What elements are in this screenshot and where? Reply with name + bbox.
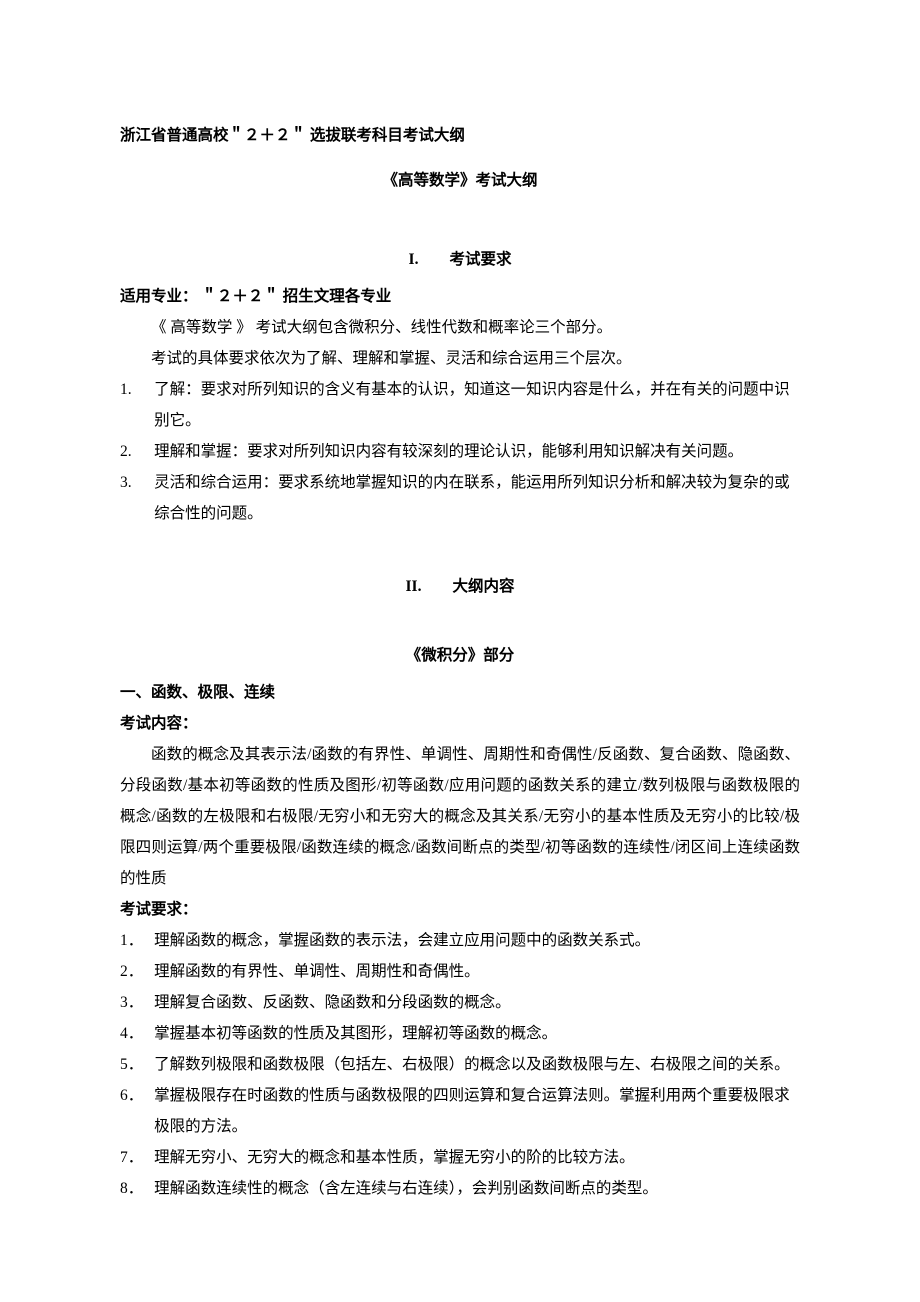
- item-text: 掌握极限存在时函数的性质与函数极限的四则运算和复合运算法则。掌握利用两个重要极限…: [154, 1080, 800, 1142]
- list-item: 3. 灵活和综合运用：要求系统地掌握知识的内在联系，能运用所列知识分析和解决较为…: [120, 467, 800, 529]
- item-number: 6．: [120, 1080, 154, 1142]
- item-number: 1.: [120, 374, 154, 436]
- item-text: 理解函数的有界性、单调性、周期性和奇偶性。: [154, 956, 800, 987]
- list-item: 7． 理解无穷小、无穷大的概念和基本性质，掌握无穷小的阶的比较方法。: [120, 1142, 800, 1173]
- item-number: 7．: [120, 1142, 154, 1173]
- doc-title: 浙江省普通高校＂２＋２＂ 选拔联考科目考试大纲: [120, 120, 800, 151]
- item-number: 2.: [120, 436, 154, 467]
- list-item: 1. 了解：要求对所列知识的含义有基本的认识，知道这一知识内容是什么，并在有关的…: [120, 374, 800, 436]
- item-text: 掌握基本初等函数的性质及其图形，理解初等函数的概念。: [154, 1018, 800, 1049]
- item-text: 理解复合函数、反函数、隐函数和分段函数的概念。: [154, 987, 800, 1018]
- item-text: 了解：要求对所列知识的含义有基本的认识，知道这一知识内容是什么，并在有关的问题中…: [154, 374, 800, 436]
- list-item: 2. 理解和掌握：要求对所列知识内容有较深刻的理论认识，能够利用知识解决有关问题…: [120, 436, 800, 467]
- list-item: 3． 理解复合函数、反函数、隐函数和分段函数的概念。: [120, 987, 800, 1018]
- part-title: 《微积分》部分: [120, 640, 800, 671]
- list-item: 2． 理解函数的有界性、单调性、周期性和奇偶性。: [120, 956, 800, 987]
- topic-heading: 一、函数、极限、连续: [120, 677, 800, 708]
- item-number: 5．: [120, 1049, 154, 1080]
- spacer: [120, 202, 800, 220]
- item-number: 2．: [120, 956, 154, 987]
- list-item: 5． 了解数列极限和函数极限（包括左、右极限）的概念以及函数极限与左、右极限之间…: [120, 1049, 800, 1080]
- requirements-label: 考试要求：: [120, 894, 800, 925]
- list-item: 4． 掌握基本初等函数的性质及其图形，理解初等函数的概念。: [120, 1018, 800, 1049]
- section-2-label: 大纲内容: [452, 578, 514, 595]
- section-2-roman: II.: [406, 578, 422, 595]
- section-2-heading: II. 大纲内容: [120, 571, 800, 602]
- item-text: 理解和掌握：要求对所列知识内容有较深刻的理论认识，能够利用知识解决有关问题。: [154, 436, 800, 467]
- item-text: 理解函数的概念，掌握函数的表示法，会建立应用问题中的函数关系式。: [154, 925, 800, 956]
- level-list: 1. 了解：要求对所列知识的含义有基本的认识，知道这一知识内容是什么，并在有关的…: [120, 374, 800, 529]
- item-number: 3．: [120, 987, 154, 1018]
- intro-line-1: 《 高等数学 》 考试大纲包含微积分、线性代数和概率论三个部分。: [120, 312, 800, 343]
- item-text: 灵活和综合运用：要求系统地掌握知识的内在联系，能运用所列知识分析和解决较为复杂的…: [154, 467, 800, 529]
- list-item: 8． 理解函数连续性的概念（含左连续与右连续），会判别函数间断点的类型。: [120, 1173, 800, 1204]
- applicable-major: 适用专业： ＂２＋２＂ 招生文理各专业: [120, 281, 800, 312]
- section-1-heading: I. 考试要求: [120, 244, 800, 275]
- item-text: 理解无穷小、无穷大的概念和基本性质，掌握无穷小的阶的比较方法。: [154, 1142, 800, 1173]
- subject-title: 《高等数学》考试大纲: [120, 165, 800, 196]
- document-page: 浙江省普通高校＂２＋２＂ 选拔联考科目考试大纲 《高等数学》考试大纲 I. 考试要…: [0, 0, 920, 1302]
- spacer: [120, 608, 800, 626]
- item-text: 了解数列极限和函数极限（包括左、右极限）的概念以及函数极限与左、右极限之间的关系…: [154, 1049, 800, 1080]
- section-1-label: 考试要求: [449, 251, 511, 268]
- item-number: 3.: [120, 467, 154, 529]
- item-number: 8．: [120, 1173, 154, 1204]
- content-body: 函数的概念及其表示法/函数的有界性、单调性、周期性和奇偶性/反函数、复合函数、隐…: [120, 739, 800, 894]
- list-item: 6． 掌握极限存在时函数的性质与函数极限的四则运算和复合运算法则。掌握利用两个重…: [120, 1080, 800, 1142]
- spacer: [120, 529, 800, 547]
- content-label: 考试内容：: [120, 708, 800, 739]
- item-text: 理解函数连续性的概念（含左连续与右连续），会判别函数间断点的类型。: [154, 1173, 800, 1204]
- list-item: 1． 理解函数的概念，掌握函数的表示法，会建立应用问题中的函数关系式。: [120, 925, 800, 956]
- section-1-roman: I.: [409, 251, 419, 268]
- item-number: 1．: [120, 925, 154, 956]
- intro-line-2: 考试的具体要求依次为了解、理解和掌握、灵活和综合运用三个层次。: [120, 343, 800, 374]
- requirements-list: 1． 理解函数的概念，掌握函数的表示法，会建立应用问题中的函数关系式。 2． 理…: [120, 925, 800, 1204]
- item-number: 4．: [120, 1018, 154, 1049]
